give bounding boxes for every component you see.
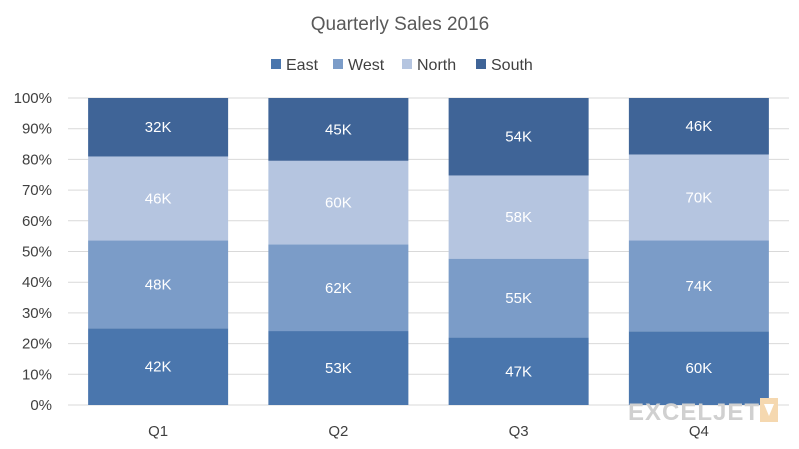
legend-label: North: [417, 57, 456, 74]
watermark-logo: EXCELJET: [628, 398, 778, 426]
bar-segment: [628, 240, 769, 332]
x-category-label: Q3: [509, 423, 529, 440]
data-label: 74K: [686, 278, 713, 295]
legend-swatch: [402, 59, 412, 69]
bar-segment: [88, 240, 229, 329]
y-tick-label: 90%: [22, 121, 52, 138]
bar-segment: [88, 328, 229, 405]
y-tick-label: 20%: [22, 336, 52, 353]
chart-title: Quarterly Sales 2016: [311, 14, 490, 35]
bar-segment: [628, 98, 769, 155]
bar-segment: [268, 160, 409, 245]
y-tick-label: 70%: [22, 182, 52, 199]
data-label: 60K: [325, 195, 352, 212]
data-label: 45K: [325, 121, 352, 138]
bar-segment: [88, 98, 229, 157]
bar-segment: [628, 154, 769, 241]
bars: 42K 48K 46K 32K 53K 62K 60K 45K 47K 55K 58K 54K 60K 7…: [88, 98, 769, 405]
x-axis: Q1 Q2 Q3 Q4: [148, 423, 709, 440]
x-category-label: Q4: [689, 423, 709, 440]
y-tick-label: 80%: [22, 151, 52, 168]
y-tick-label: 60%: [22, 213, 52, 230]
data-label: 55K: [505, 290, 532, 307]
data-label: 70K: [686, 189, 713, 206]
y-tick-label: 0%: [30, 397, 52, 414]
y-tick-label: 10%: [22, 366, 52, 383]
legend: East West North South: [271, 57, 533, 74]
legend-label: South: [491, 57, 533, 74]
legend-label: East: [286, 57, 319, 74]
legend-swatch: [333, 59, 343, 69]
data-label: 32K: [145, 119, 172, 136]
data-label: 46K: [686, 118, 713, 135]
data-label: 54K: [505, 129, 532, 146]
y-tick-label: 40%: [22, 274, 52, 291]
legend-swatch: [271, 59, 281, 69]
bar-segment: [88, 156, 229, 241]
bar-segment: [448, 337, 589, 405]
x-category-label: Q1: [148, 423, 168, 440]
bar-segment: [448, 175, 589, 259]
data-label: 53K: [325, 360, 352, 377]
data-label: 47K: [505, 363, 532, 380]
watermark-text: EXCELJET: [628, 399, 760, 426]
data-label: 42K: [145, 359, 172, 376]
y-tick-label: 30%: [22, 305, 52, 322]
bar-segment: [268, 331, 409, 405]
y-tick-label: 50%: [22, 244, 52, 261]
legend-swatch: [476, 59, 486, 69]
bar-segment: [448, 258, 589, 338]
data-label: 46K: [145, 191, 172, 208]
data-label: 62K: [325, 280, 352, 297]
bar-segment: [628, 331, 769, 405]
y-axis: 0% 10% 20% 30% 40% 50% 60% 70% 80% 90% 100%: [14, 90, 52, 414]
bar-segment: [448, 98, 589, 176]
data-label: 58K: [505, 209, 532, 226]
y-tick-label: 100%: [14, 90, 52, 107]
bar-segment: [268, 98, 409, 161]
x-category-label: Q2: [328, 423, 348, 440]
data-label: 60K: [686, 360, 713, 377]
bar-segment: [268, 244, 409, 332]
data-label: 48K: [145, 276, 172, 293]
legend-label: West: [348, 57, 385, 74]
